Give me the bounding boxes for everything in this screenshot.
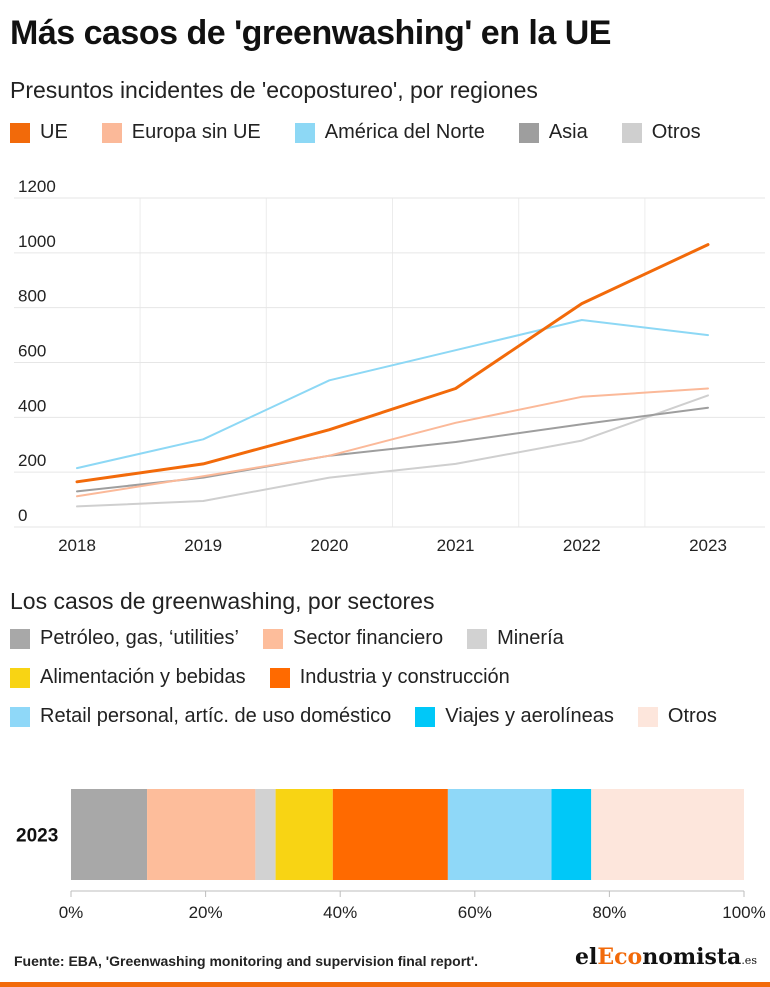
legend-item-retail: Retail personal, artíc. de uso doméstico [10,705,391,728]
legend-swatch [101,122,122,143]
brand-logo: elEconomista.es [575,944,757,970]
bar-segment-retail-personal-artic-de-uso-domestico [447,789,552,880]
bottom-accent-rule [0,982,770,987]
series-line-am-rica-del-norte [76,319,709,470]
x-tick-label: 2022 [563,536,601,555]
bar-segment-otros [591,789,744,880]
bar-segment-mineria [255,789,276,880]
y-tick-label: 1000 [18,232,56,251]
legend-label: Alimentación y bebidas [40,666,246,688]
legend-label: Viajes y aerolíneas [445,705,614,727]
legend-item-industria: Industria y construcción [269,666,510,689]
x-tick-label: 40% [323,903,357,922]
sector-legend-row-2: Alimentación y bebidas Industria y const… [10,666,534,689]
legend-item-asia: Asia [518,121,588,144]
legend-label: Petróleo, gas, ‘utilities’ [40,627,239,649]
bar-segment-alimentacion-y-bebidas [275,789,333,880]
sector-stacked-bar-chart: 2023 0% 20% 40% 60% 80% 100% [16,789,766,922]
bar-segment-industria-y-construccion [332,789,448,880]
y-tick-label: 600 [18,342,46,361]
legend-label: Europa sin UE [131,121,261,143]
legend-item-sector-financiero: Sector financiero [262,627,444,650]
chart-title: Más casos de 'greenwashing' en la UE [10,14,611,52]
legend-label: Otros [667,705,717,727]
x-tick-label: 20% [189,903,223,922]
x-tick-label: 60% [458,903,492,922]
legend-label: Asia [548,121,588,143]
legend-swatch [415,706,436,727]
legend-item-america-del-norte: América del Norte [294,121,485,144]
legend-label: Otros [651,121,701,143]
legend-swatch [262,628,283,649]
legend-item-otros: Otros [621,121,701,144]
brand-tld: .es [741,954,757,967]
legend-label: Sector financiero [292,627,444,649]
y-tick-label: 0 [18,506,27,525]
brand-part-3: nomista [642,944,742,970]
bar-segment-sector-financiero [147,789,256,880]
series-line-europa-sin-ue [76,387,709,498]
legend-item-viajes: Viajes y aerolíneas [415,705,614,728]
legend-item-otros-sector: Otros [637,705,717,728]
x-tick-label: 100% [722,903,765,922]
x-tick-label: 2021 [437,536,475,555]
legend-item-petroleo: Petróleo, gas, ‘utilities’ [10,627,239,650]
legend-swatch [294,122,315,143]
x-tick-label: 2019 [184,536,222,555]
legend-swatch [467,628,488,649]
x-tick-label: 80% [592,903,626,922]
y-tick-label: 200 [18,451,46,470]
bar-segment-petroleo-gas-utilities [71,789,148,880]
sector-legend-row-1: Petróleo, gas, ‘utilities’ Sector financ… [10,627,588,650]
legend-swatch [10,706,30,727]
legend-swatch [10,628,30,649]
legend-swatch [518,122,539,143]
legend-item-alimentacion: Alimentación y bebidas [10,666,246,689]
legend-swatch [269,667,290,688]
legend-label: Minería [497,627,564,649]
line-chart-subtitle: Presuntos incidentes de 'ecopostureo', p… [10,77,538,103]
series-line-ue [75,243,710,484]
legend-swatch [621,122,642,143]
legend-label: Industria y construcción [299,666,510,688]
legend-label: Retail personal, artíc. de uso doméstico [40,705,392,727]
y-tick-label: 400 [18,396,46,415]
y-tick-label: 800 [18,287,46,306]
legend-swatch [10,667,30,688]
region-legend: UE Europa sin UE América del Norte Asia … [10,121,735,144]
region-line-chart: 0 200 400 600 800 1000 1200 2018 2019 2020 2021 202… [14,177,765,555]
y-tick-label: 1200 [18,177,56,196]
x-tick-label: 0% [59,903,84,922]
legend-item-europa-sin-ue: Europa sin UE [101,121,261,144]
brand-part-1: el [575,944,598,970]
x-tick-label: 2018 [58,536,96,555]
legend-item-ue: UE [10,121,68,144]
bar-segment-viajes-y-aerolineas [551,789,592,880]
legend-item-mineria: Minería [467,627,564,650]
legend-label: UE [40,121,68,143]
x-tick-label: 2023 [689,536,727,555]
brand-part-2: Eco [597,944,643,970]
sector-chart-title: Los casos de greenwashing, por sectores [10,588,435,614]
category-label: 2023 [16,826,58,847]
legend-swatch [637,706,658,727]
x-tick-label: 2020 [310,536,348,555]
source-note: Fuente: EBA, 'Greenwashing monitoring an… [14,953,479,969]
legend-label: América del Norte [324,121,485,143]
legend-swatch [10,122,30,143]
series-line-otros [76,394,709,508]
sector-legend-row-3: Retail personal, artíc. de uso doméstico… [10,705,741,728]
